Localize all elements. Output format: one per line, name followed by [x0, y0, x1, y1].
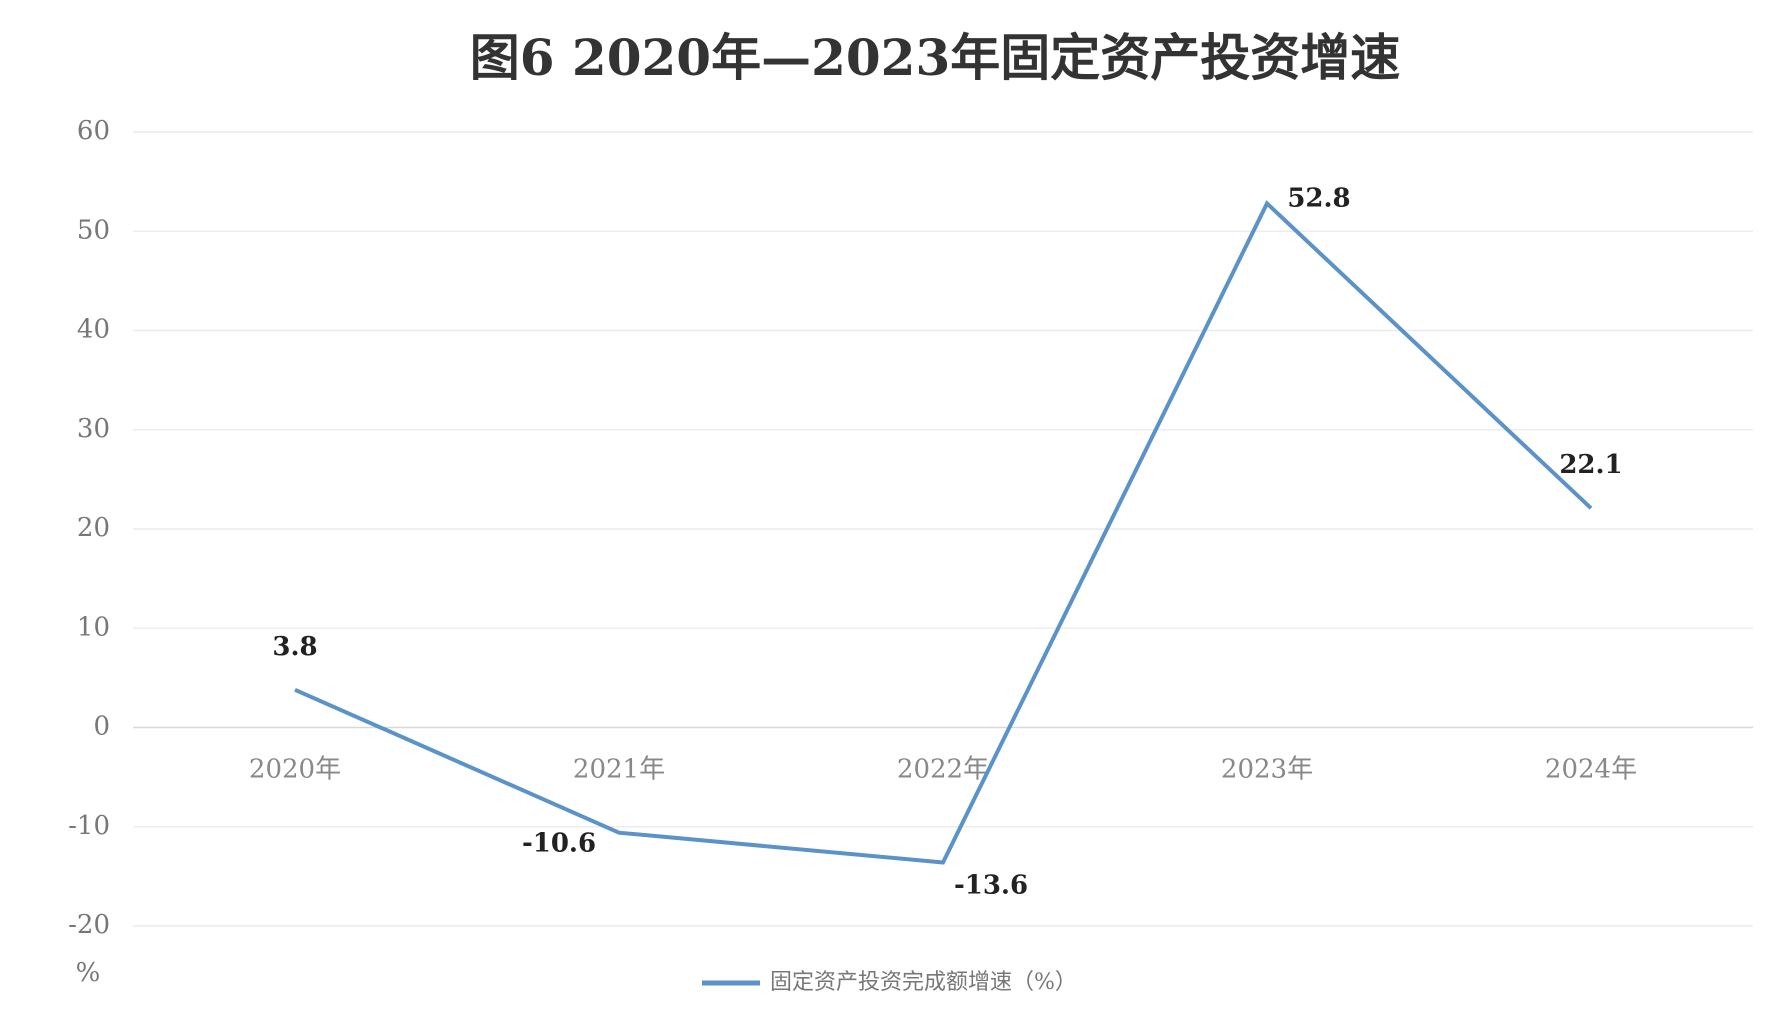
y-tick-label: 10 — [77, 612, 110, 642]
x-tick-label: 2024年 — [1545, 755, 1637, 785]
x-tick-label: 2022年 — [897, 755, 989, 785]
y-tick-label: 20 — [77, 513, 110, 543]
y-tick-label: -20 — [68, 910, 110, 940]
y-tick-label: 40 — [77, 315, 110, 345]
legend-label: 固定资产投资完成额增速（%） — [770, 970, 1077, 995]
x-tick-label: 2023年 — [1221, 755, 1313, 785]
line — [294, 200, 1593, 865]
x-tick-label: 2021年 — [573, 755, 665, 785]
data-label: -10.6 — [522, 829, 596, 859]
y-tick-label: 60 — [77, 116, 110, 146]
data-label: 22.1 — [1559, 450, 1622, 480]
chart-title: 图6 2020年—2023年固定资产投资增速 — [470, 28, 1401, 87]
y-tick-label: 30 — [77, 414, 110, 444]
x-tick-label: 2020年 — [249, 755, 341, 785]
data-label: -13.6 — [954, 870, 1028, 900]
data-label: 3.8 — [272, 632, 317, 662]
y-axis-label: % — [76, 958, 101, 988]
y-tick-label: 50 — [77, 215, 110, 245]
data-label: 52.8 — [1287, 183, 1350, 213]
y-tick-label: 0 — [93, 712, 110, 742]
y-tick-label: -10 — [68, 811, 110, 841]
